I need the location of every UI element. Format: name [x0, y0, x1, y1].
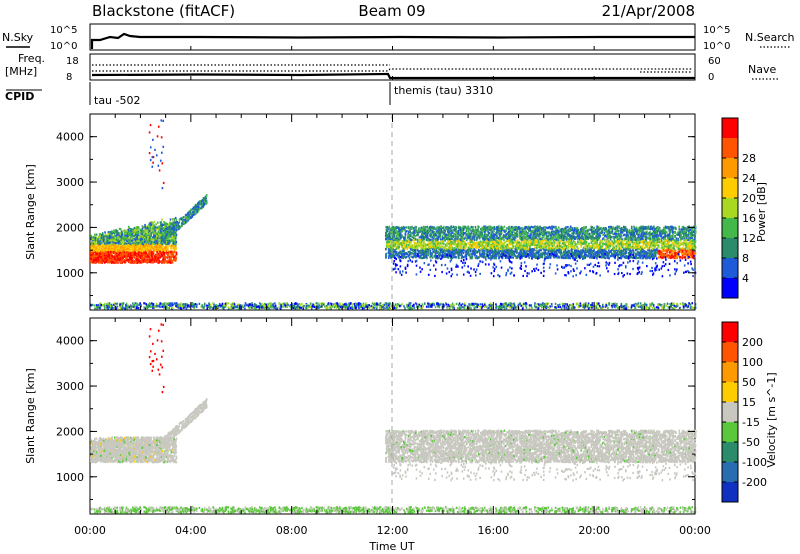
power-ytick-label: 1000 [56, 267, 84, 280]
power-colorbar-tick: 8 [742, 252, 749, 265]
velocity-ytick-label: 1000 [56, 471, 84, 484]
nsky-panel: N.Sky 10^5 10^0 10^5 10^0 N.Search [2, 23, 795, 52]
velocity-colorbar-segment [722, 442, 738, 462]
nsearch-tick-top: 10^5 [703, 25, 730, 36]
power-colorbar-tick: 28 [742, 152, 756, 165]
velocity-data [90, 323, 697, 514]
velocity-colorbar: 200 100 50 15 -15 -50 -100 -200 [721, 321, 767, 503]
nsearch-label: N.Search [745, 31, 795, 44]
velocity-colorbar-segment [722, 362, 738, 382]
velocity-colorbar-tick: 50 [742, 376, 756, 389]
power-colorbar-tick: 4 [742, 272, 749, 285]
cpid-row: CPID tau -502 themis (tau) 3310 [5, 82, 493, 107]
power-data [90, 119, 697, 310]
freq-unit: [MHz] [5, 65, 37, 78]
power-y-axis: 1000 2000 3000 4000 [56, 131, 695, 296]
nsky-label: N.Sky [2, 31, 34, 44]
cpid-segment-2: themis (tau) 3310 [394, 84, 493, 97]
power-colorbar-segment [722, 218, 738, 238]
power-colorbar-tick: 12 [742, 232, 756, 245]
velocity-ytick-label: 2000 [56, 425, 84, 438]
freq-tick-top: 18 [66, 56, 79, 67]
velocity-colorbar-tick: -15 [742, 416, 760, 429]
power-ytick-label: 4000 [56, 131, 84, 144]
power-colorbar-segment [722, 138, 738, 158]
velocity-colorbar-tick: 100 [742, 356, 763, 369]
power-panel: 1000 2000 3000 4000 Slant Range [km] 4 8 12 16… [24, 113, 768, 311]
power-colorbar-segment [722, 258, 738, 278]
power-ytick-label: 2000 [56, 221, 84, 234]
power-ylabel: Slant Range [km] [24, 164, 37, 260]
power-colorbar-segment [722, 178, 738, 198]
beam-title: Beam 09 [358, 2, 425, 20]
nave-label: Nave [748, 63, 776, 76]
freq-line [91, 72, 695, 80]
nave-tick-bottom: 0 [708, 72, 714, 83]
velocity-colorbar-segment [722, 482, 738, 502]
power-colorbar-tick: 20 [742, 192, 756, 205]
power-colorbar-segment [722, 158, 738, 178]
nave-tick-top: 60 [708, 56, 721, 67]
velocity-panel: 1000 2000 3000 4000 Slant Range [km] 200 100… [24, 317, 778, 515]
station-title: Blackstone (fitACF) [92, 2, 235, 20]
velocity-colorbar-tick: 200 [742, 336, 763, 349]
power-colorbar-segment [722, 238, 738, 258]
velocity-colorbar-segment [722, 422, 738, 442]
nsky-tick-top: 10^5 [50, 25, 77, 36]
power-colorbar-segment [722, 198, 738, 218]
velocity-ylabel: Slant Range [km] [24, 368, 37, 464]
time-axis: 00:00 04:00 08:00 12:00 16:00 20:00 00:00 [74, 46, 711, 537]
power-colorbar-label: Power [dB] [755, 182, 768, 242]
power-colorbar-tick: 16 [742, 212, 756, 225]
velocity-colorbar-tick: -100 [742, 456, 767, 469]
velocity-colorbar-segment [722, 322, 738, 342]
time-tick-label: 12:00 [377, 524, 409, 537]
time-tick-label: 16:00 [477, 524, 509, 537]
date-title: 21/Apr/2008 [602, 2, 695, 20]
velocity-colorbar-tick: 15 [742, 396, 756, 409]
time-tick-label: 08:00 [276, 524, 308, 537]
nsky-tick-bottom: 10^0 [50, 41, 77, 52]
velocity-colorbar-tick: -50 [742, 436, 760, 449]
velocity-ytick-label: 4000 [56, 335, 84, 348]
time-axis-label: Time UT [368, 540, 414, 553]
power-colorbar: 4 8 12 16 20 24 28 [721, 117, 756, 299]
cpid-segment-1: tau -502 [94, 94, 141, 107]
freq-panel: Freq. [MHz] 18 8 60 0 Nave [5, 52, 778, 83]
freq-label: Freq. [18, 52, 45, 65]
power-ytick-label: 3000 [56, 176, 84, 189]
cpid-label: CPID [5, 90, 34, 103]
time-tick-label: 04:00 [175, 524, 207, 537]
velocity-colorbar-label: Velocity [m s^-1] [765, 372, 778, 467]
velocity-colorbar-tick: -200 [742, 476, 767, 489]
velocity-y-axis: 1000 2000 3000 4000 [56, 335, 695, 500]
time-tick-label: 20:00 [578, 524, 610, 537]
velocity-colorbar-segment [722, 382, 738, 402]
power-colorbar-segment [722, 118, 738, 138]
power-colorbar-segment [722, 278, 738, 298]
velocity-colorbar-segment [722, 462, 738, 482]
nsearch-tick-bottom: 10^0 [703, 41, 730, 52]
velocity-ytick-label: 3000 [56, 380, 84, 393]
velocity-colorbar-segment [722, 402, 738, 422]
nsky-line [90, 32, 695, 49]
power-colorbar-tick: 24 [742, 172, 756, 185]
nave-line-2 [92, 68, 692, 72]
time-tick-label: 00:00 [679, 524, 711, 537]
velocity-colorbar-segment [722, 342, 738, 362]
freq-tick-bottom: 8 [66, 72, 72, 83]
time-tick-label: 00:00 [74, 524, 106, 537]
